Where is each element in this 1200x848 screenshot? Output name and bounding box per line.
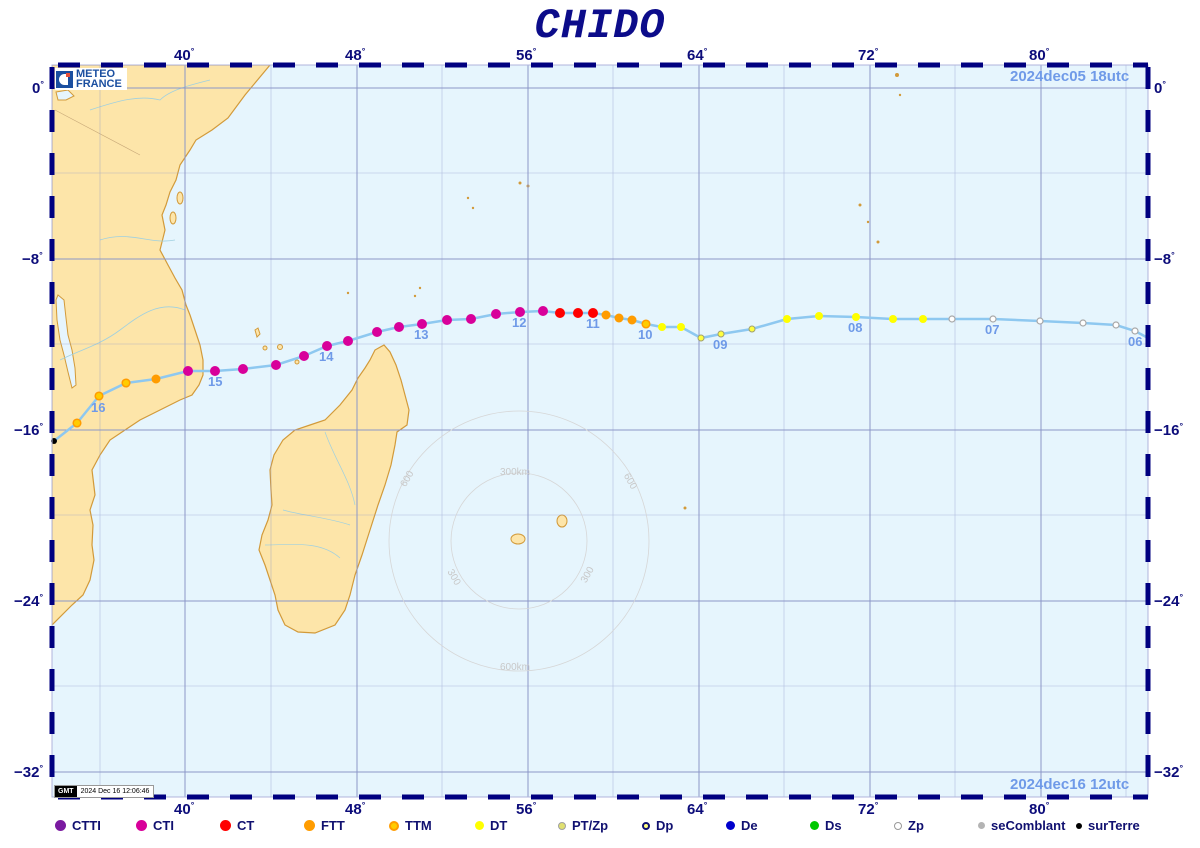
- end-date-label: 2024dec16 12utc: [1010, 776, 1130, 793]
- reunion-island: [510, 533, 526, 545]
- gmt-logo: GMT: [55, 786, 77, 797]
- day-label-13: 13: [414, 327, 428, 342]
- legend-item-dt: DT: [475, 818, 507, 833]
- secomblant-dot-icon: [978, 822, 985, 829]
- lon-label-bottom-80: 80°: [1029, 800, 1050, 818]
- storm-title: CHIDO: [534, 2, 666, 50]
- legend-item-ct: CT: [220, 818, 254, 833]
- lat-label-right-24: −24°: [1154, 592, 1184, 610]
- lon-label-top-64: 64°: [687, 46, 708, 64]
- ttm-dot-icon: [389, 820, 399, 831]
- track-points: [51, 306, 1139, 444]
- africa-landmass: [52, 65, 271, 626]
- ring-label-600km: 600km: [500, 662, 530, 673]
- lat-label-left-32: −32°: [14, 763, 44, 781]
- lon-label-top-56: 56°: [516, 46, 537, 64]
- legend-item-cti: CTI: [136, 818, 174, 833]
- pt-zp-dot-icon: [558, 821, 566, 830]
- start-date-label: 2024dec05 18utc: [1010, 68, 1130, 85]
- dp-dot-icon: [642, 821, 650, 830]
- legend-item-de: De: [726, 818, 758, 833]
- madagascar: [258, 344, 410, 634]
- lon-label-top-72: 72°: [858, 46, 879, 64]
- lon-label-top-48: 48°: [345, 46, 366, 64]
- legend-item-secomblant: seComblant: [978, 818, 1065, 833]
- lat-label-left-0: 0°: [32, 79, 44, 97]
- lat-label-left-8: −8°: [22, 250, 43, 268]
- lon-label-top-40: 40°: [174, 46, 195, 64]
- lake-malawi: [55, 294, 77, 389]
- legend-item-pt-zp: PT/Zp: [558, 818, 608, 833]
- day-label-08: 08: [848, 320, 862, 335]
- meteo-france-logo: METEO FRANCE: [55, 68, 127, 90]
- graticule: [52, 65, 1148, 797]
- legend-item-ftt: FTT: [304, 818, 345, 833]
- gmt-timestamp: GMT 2024 Dec 16 12:06:46: [54, 785, 155, 798]
- ctti-dot-icon: [55, 820, 66, 831]
- lat-label-right-0: 0°: [1154, 79, 1166, 97]
- zp-dot-icon: [894, 821, 902, 830]
- legend: CTTI CTI CT FTT TTM DT PT/Zp Dp De Ds Zp…: [0, 818, 1200, 838]
- ring-label-300km: 300km: [500, 467, 530, 478]
- lat-label-left-24: −24°: [14, 592, 44, 610]
- lake-victoria: [55, 89, 75, 101]
- day-label-09: 09: [713, 337, 727, 352]
- legend-item-dp: Dp: [642, 818, 673, 833]
- timestamp-text: 2024 Dec 16 12:06:46: [80, 788, 150, 795]
- legend-item-zp: Zp: [894, 818, 924, 833]
- legend-item-ttm: TTM: [389, 818, 432, 833]
- ftt-dot-icon: [304, 820, 315, 831]
- legend-item-ctti: CTTI: [55, 818, 101, 833]
- cti-dot-icon: [136, 820, 147, 831]
- range-rings: [388, 410, 650, 672]
- de-dot-icon: [726, 821, 735, 830]
- day-label-06: 06: [1128, 334, 1142, 349]
- day-label-12: 12: [512, 315, 526, 330]
- surterre-dot-icon: [1076, 822, 1082, 829]
- day-label-07: 07: [985, 322, 999, 337]
- legend-item-surterre: surTerre: [1076, 818, 1140, 833]
- storm-track-line: [53, 309, 1149, 442]
- lat-label-right-16: −16°: [1154, 421, 1184, 439]
- meteo-france-logo-icon: [56, 70, 73, 88]
- ct-dot-icon: [220, 820, 231, 831]
- day-label-16: 16: [91, 400, 105, 415]
- legend-item-ds: Ds: [810, 818, 842, 833]
- day-label-15: 15: [208, 374, 222, 389]
- day-label-14: 14: [319, 349, 334, 364]
- lon-label-bottom-56: 56°: [516, 800, 537, 818]
- map-frame: [49, 62, 1151, 800]
- lat-label-left-16: −16°: [14, 421, 44, 439]
- lat-label-right-32: −32°: [1154, 763, 1184, 781]
- lon-label-bottom-48: 48°: [345, 800, 366, 818]
- lon-label-top-80: 80°: [1029, 46, 1050, 64]
- day-label-11: 11: [586, 316, 600, 331]
- dt-dot-icon: [475, 821, 484, 830]
- ds-dot-icon: [810, 821, 819, 830]
- lon-label-bottom-64: 64°: [687, 800, 708, 818]
- ocean: [52, 65, 1148, 797]
- lon-label-bottom-72: 72°: [858, 800, 879, 818]
- day-label-10: 10: [638, 327, 652, 342]
- lat-label-right-8: −8°: [1154, 250, 1175, 268]
- mauritius-island: [556, 514, 568, 528]
- lon-label-bottom-40: 40°: [174, 800, 195, 818]
